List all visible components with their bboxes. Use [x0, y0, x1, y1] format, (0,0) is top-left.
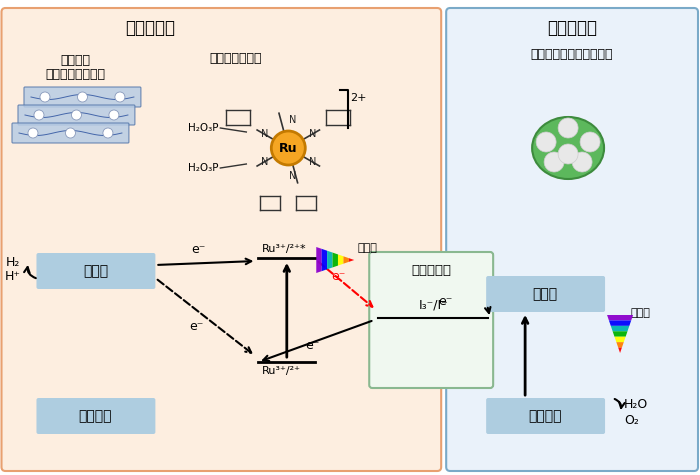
Text: e⁻: e⁻ [438, 295, 452, 308]
Text: 価電子帯: 価電子帯 [528, 409, 562, 423]
Polygon shape [616, 342, 624, 348]
FancyBboxPatch shape [486, 398, 605, 434]
Polygon shape [316, 247, 322, 273]
Polygon shape [611, 326, 629, 331]
Polygon shape [615, 337, 626, 342]
Text: 伝導帯: 伝導帯 [533, 287, 558, 301]
Text: e⁻: e⁻ [189, 320, 204, 332]
Circle shape [103, 128, 113, 138]
Polygon shape [349, 258, 354, 262]
Text: 水素生成系: 水素生成系 [125, 19, 176, 37]
Circle shape [558, 118, 578, 138]
Circle shape [40, 92, 50, 102]
Circle shape [272, 131, 305, 165]
FancyBboxPatch shape [446, 8, 698, 471]
Circle shape [78, 92, 88, 102]
Polygon shape [332, 253, 338, 267]
Text: 表面修飾: 表面修飾 [60, 54, 90, 67]
Text: H⁺: H⁺ [4, 269, 20, 283]
Text: Ru: Ru [279, 142, 298, 154]
Circle shape [66, 128, 76, 138]
Circle shape [109, 110, 119, 120]
Text: e⁻: e⁻ [305, 339, 319, 352]
Text: O₂: O₂ [624, 414, 639, 427]
Text: N: N [309, 129, 316, 139]
Text: 可視光: 可視光 [357, 243, 377, 253]
Circle shape [71, 110, 81, 120]
FancyBboxPatch shape [36, 398, 155, 434]
Polygon shape [344, 256, 349, 264]
Polygon shape [327, 251, 332, 269]
Polygon shape [612, 331, 627, 337]
Text: 酸化タングステン光触媒: 酸化タングステン光触媒 [531, 48, 613, 61]
Text: 酸素生成系: 酸素生成系 [547, 19, 597, 37]
Text: H₂O₃P: H₂O₃P [188, 163, 218, 173]
FancyBboxPatch shape [24, 87, 141, 107]
Polygon shape [607, 315, 633, 321]
Text: N: N [288, 171, 296, 181]
Circle shape [34, 110, 44, 120]
FancyBboxPatch shape [12, 123, 129, 143]
Text: I₃⁻/I⁻: I₃⁻/I⁻ [419, 299, 448, 312]
Text: e⁻: e⁻ [331, 270, 345, 284]
FancyBboxPatch shape [369, 252, 493, 388]
Circle shape [28, 128, 38, 138]
Text: H₂O: H₂O [624, 399, 648, 411]
FancyBboxPatch shape [36, 253, 155, 289]
Text: 伝導帯: 伝導帯 [83, 264, 108, 278]
Text: 酸化物ナノシート: 酸化物ナノシート [46, 67, 106, 80]
FancyBboxPatch shape [18, 105, 135, 125]
Text: 可視光: 可視光 [630, 308, 650, 318]
Text: 価電子帯: 価電子帯 [78, 409, 112, 423]
Polygon shape [618, 348, 622, 353]
Polygon shape [338, 255, 344, 266]
Text: N: N [260, 157, 268, 167]
Circle shape [558, 144, 578, 164]
Text: H₂O₃P: H₂O₃P [188, 123, 218, 133]
FancyBboxPatch shape [486, 276, 605, 312]
Circle shape [544, 152, 564, 172]
Text: N: N [260, 129, 268, 139]
Text: 電子伝達剤: 電子伝達剤 [411, 264, 452, 276]
Circle shape [580, 132, 600, 152]
Text: e⁻: e⁻ [191, 243, 206, 256]
Circle shape [115, 92, 125, 102]
Text: N: N [309, 157, 316, 167]
Text: ルテニウム色素: ルテニウム色素 [209, 51, 262, 65]
Circle shape [572, 152, 592, 172]
Polygon shape [609, 321, 631, 326]
Ellipse shape [532, 117, 604, 179]
Text: H₂: H₂ [6, 256, 20, 268]
Circle shape [536, 132, 556, 152]
FancyBboxPatch shape [1, 8, 441, 471]
Text: Ru³⁺/²⁺: Ru³⁺/²⁺ [262, 366, 301, 376]
Text: N: N [288, 115, 296, 125]
Text: 2+: 2+ [350, 93, 367, 103]
Polygon shape [322, 249, 327, 271]
Text: Ru³⁺/²⁺*: Ru³⁺/²⁺* [262, 244, 307, 254]
